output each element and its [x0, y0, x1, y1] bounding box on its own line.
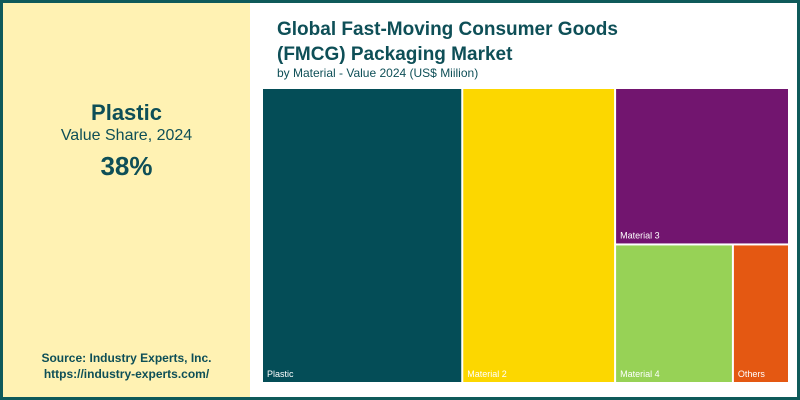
tile-label-material-4: Material 4	[620, 369, 660, 379]
tile-plastic	[263, 89, 462, 382]
tile-label-plastic: Plastic	[267, 369, 294, 379]
chart-title: Global Fast-Moving Consumer Goods (FMCG)…	[277, 17, 777, 67]
highlight-subtitle: Value Share, 2024	[60, 127, 193, 144]
highlight-panel: Plastic Value Share, 2024 38% Source: In…	[3, 3, 250, 397]
source-url: https://industry-experts.com/	[43, 367, 210, 381]
highlight-value: 38%	[100, 151, 153, 181]
tile-material-4	[616, 245, 732, 382]
tile-label-others: Others	[738, 369, 766, 379]
tile-label-material-2: Material 2	[467, 369, 507, 379]
source-note: Source: Industry Experts, Inc. https://i…	[3, 350, 250, 382]
tile-material-3	[616, 89, 788, 244]
chart-subtitle: by Material - Value 2024 (US$ Miilion)	[277, 66, 479, 80]
highlight-name: Plastic	[91, 100, 162, 125]
tile-others	[733, 245, 788, 382]
tile-material-2	[463, 89, 615, 382]
source-line: Source: Industry Experts, Inc.	[41, 351, 212, 365]
chart-title-line2: (FMCG) Packaging Market	[277, 44, 513, 65]
tile-label-material-3: Material 3	[620, 230, 660, 240]
treemap-chart: Plastic Material 2 Material 3 Material 4 Oth…	[263, 89, 788, 382]
chart-title-line1: Global Fast-Moving Consumer Goods	[277, 19, 618, 40]
